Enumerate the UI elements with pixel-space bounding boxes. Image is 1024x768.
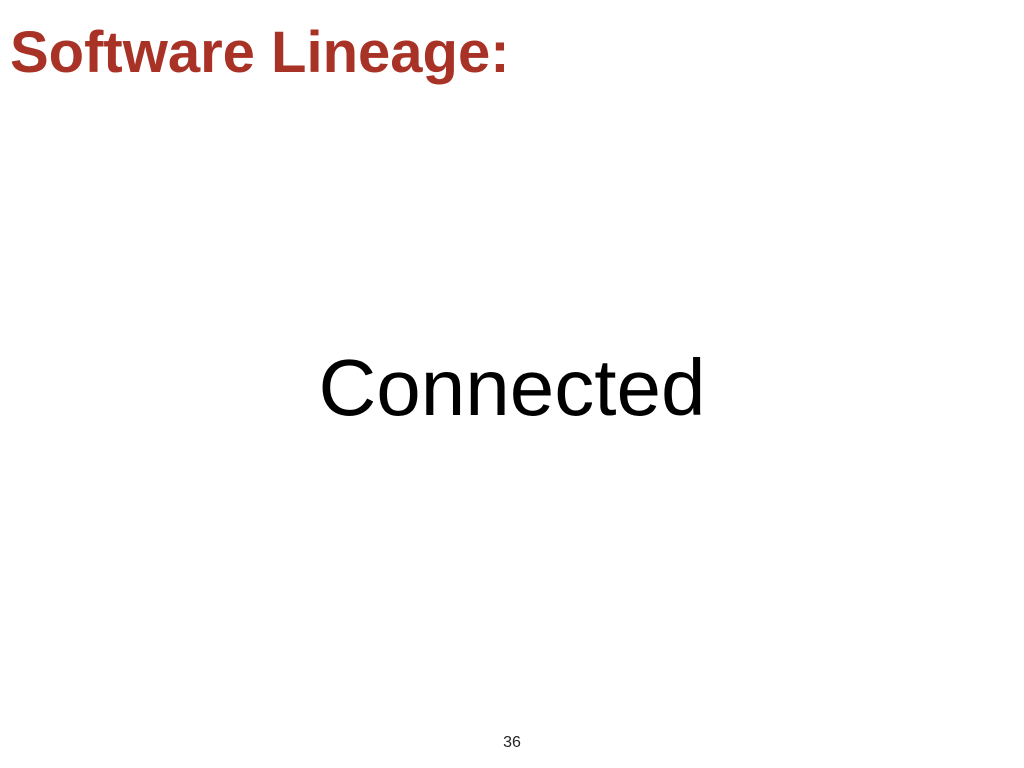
slide-title: Software Lineage: <box>10 20 510 85</box>
slide-body-text: Connected <box>318 343 706 432</box>
page-number: 36 <box>503 734 521 751</box>
